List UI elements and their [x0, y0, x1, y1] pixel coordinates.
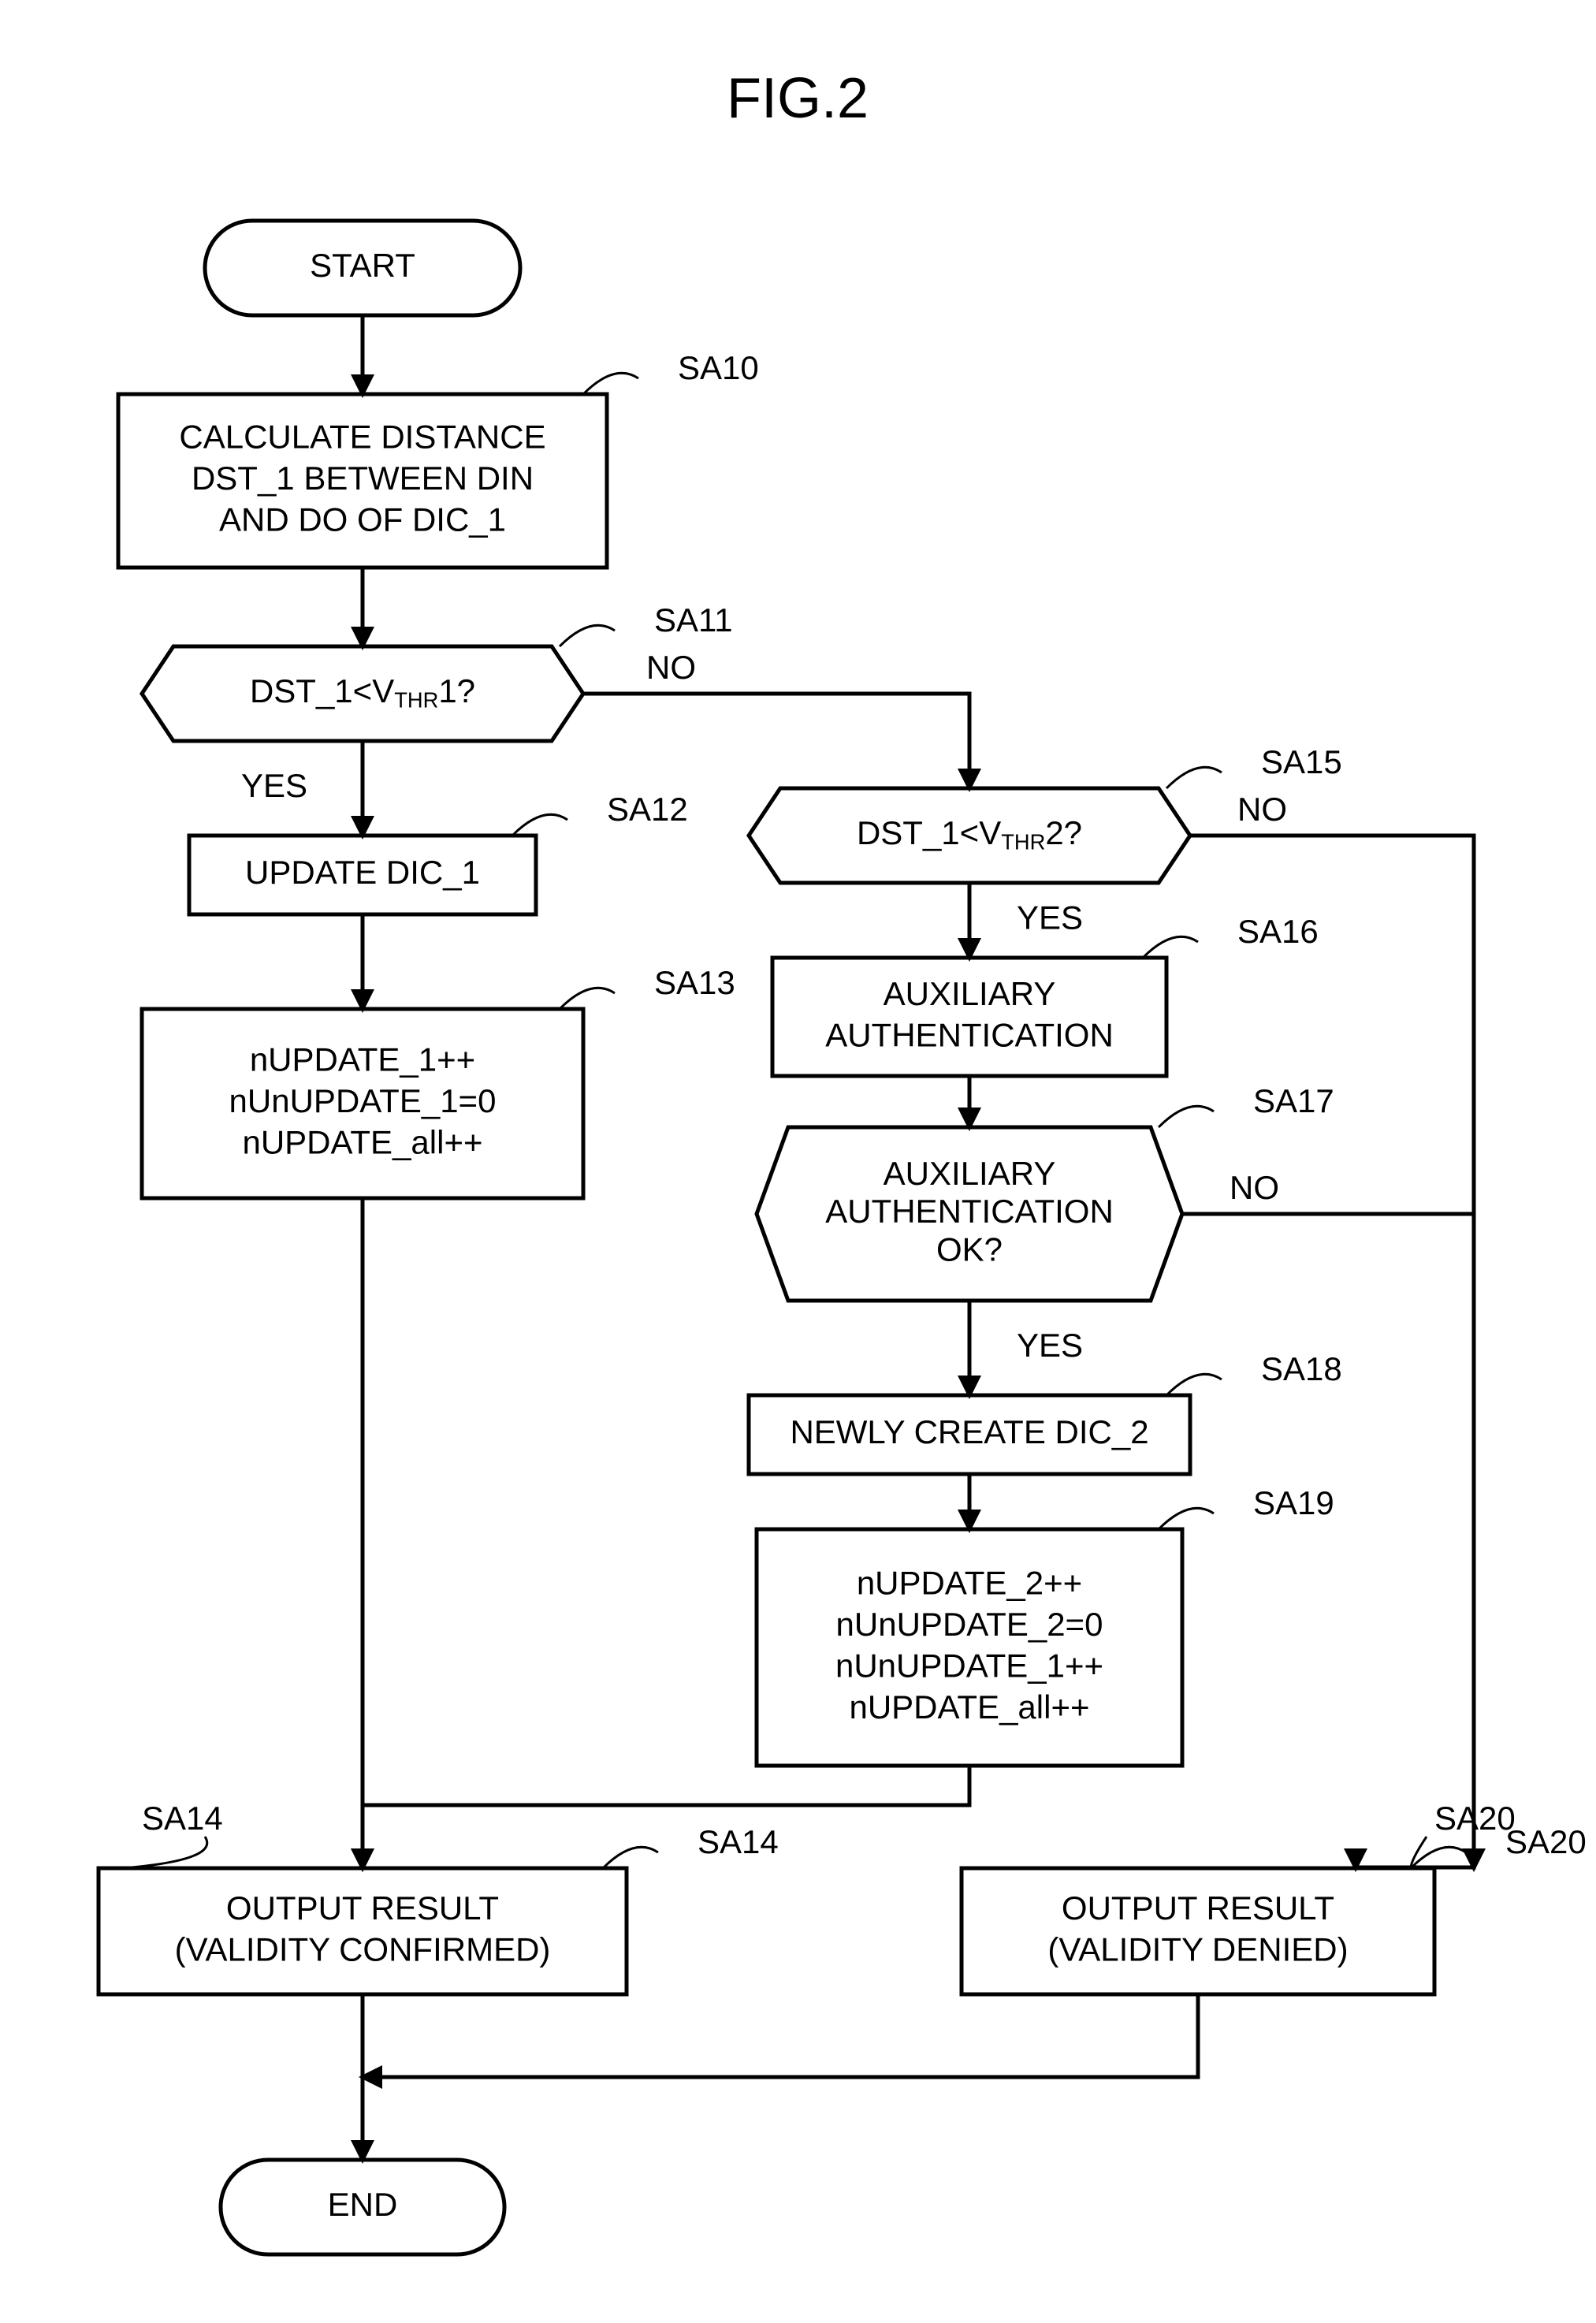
svg-text:SA11: SA11 [654, 601, 733, 638]
svg-text:nUnUPDATE_1=0: nUnUPDATE_1=0 [229, 1082, 497, 1119]
svg-text:NO: NO [646, 649, 696, 686]
svg-text:nUPDATE_1++: nUPDATE_1++ [250, 1041, 475, 1078]
svg-text:DST_1<VTHR2?: DST_1<VTHR2? [857, 814, 1082, 854]
svg-text:NO: NO [1237, 791, 1287, 828]
svg-text:nUnUPDATE_2=0: nUnUPDATE_2=0 [836, 1606, 1103, 1643]
svg-text:nUPDATE_2++: nUPDATE_2++ [857, 1564, 1082, 1601]
svg-text:(VALIDITY DENIED): (VALIDITY DENIED) [1047, 1930, 1348, 1967]
svg-text:nUPDATE_all++: nUPDATE_all++ [849, 1688, 1089, 1725]
flowchart-svg: FIG.2 START CALCULATE DISTANCE DST_1 BETWEE… [0, 0, 1596, 2323]
svg-text:FIG.2: FIG.2 [727, 67, 869, 130]
svg-text:OK?: OK? [936, 1230, 1003, 1268]
svg-text:DST_1<VTHR1?: DST_1<VTHR1? [250, 672, 475, 713]
svg-text:NO: NO [1230, 1169, 1279, 1206]
svg-text:UPDATE DIC_1: UPDATE DIC_1 [245, 854, 480, 891]
svg-text:OUTPUT RESULT: OUTPUT RESULT [226, 1889, 499, 1927]
svg-text:SA16: SA16 [1237, 913, 1319, 950]
node-sa15: DST_1<VTHR2? [749, 767, 1222, 883]
svg-text:AUTHENTICATION: AUTHENTICATION [825, 1193, 1114, 1230]
end-text: END [328, 2186, 398, 2223]
svg-text:SA15: SA15 [1261, 743, 1342, 780]
svg-text:SA19: SA19 [1253, 1484, 1334, 1521]
svg-text:YES: YES [1017, 899, 1083, 936]
svg-text:nUPDATE_all++: nUPDATE_all++ [242, 1124, 482, 1161]
svg-text:OUTPUT RESULT: OUTPUT RESULT [1062, 1889, 1334, 1927]
svg-text:CALCULATE DISTANCE: CALCULATE DISTANCE [179, 419, 545, 456]
svg-text:NEWLY CREATE DIC_2: NEWLY CREATE DIC_2 [790, 1413, 1148, 1450]
svg-text:SA14: SA14 [698, 1823, 779, 1860]
svg-text:SA12: SA12 [607, 791, 688, 828]
svg-text:SA10: SA10 [678, 349, 759, 386]
svg-text:(VALIDITY CONFIRMED): (VALIDITY CONFIRMED) [175, 1930, 551, 1967]
svg-text:DST_1 BETWEEN DIN: DST_1 BETWEEN DIN [192, 460, 534, 497]
svg-text:AUTHENTICATION: AUTHENTICATION [825, 1016, 1114, 1053]
svg-text:SA17: SA17 [1253, 1082, 1334, 1119]
svg-text:SA20: SA20 [1505, 1823, 1587, 1860]
svg-text:SA18: SA18 [1261, 1350, 1342, 1387]
svg-text:YES: YES [1017, 1327, 1083, 1364]
node-sa11: DST_1<VTHR1? [142, 625, 615, 741]
svg-text:AUXILIARY: AUXILIARY [884, 1155, 1056, 1192]
svg-text:AUXILIARY: AUXILIARY [884, 975, 1056, 1012]
svg-text:nUnUPDATE_1++: nUnUPDATE_1++ [835, 1647, 1103, 1684]
svg-text:AND DO OF DIC_1: AND DO OF DIC_1 [219, 501, 506, 538]
svg-text:SA14: SA14 [142, 1800, 223, 1837]
svg-text:SA13: SA13 [654, 964, 735, 1001]
svg-text:YES: YES [241, 767, 307, 804]
svg-text:SA20: SA20 [1434, 1800, 1516, 1837]
start-text: START [310, 247, 415, 284]
